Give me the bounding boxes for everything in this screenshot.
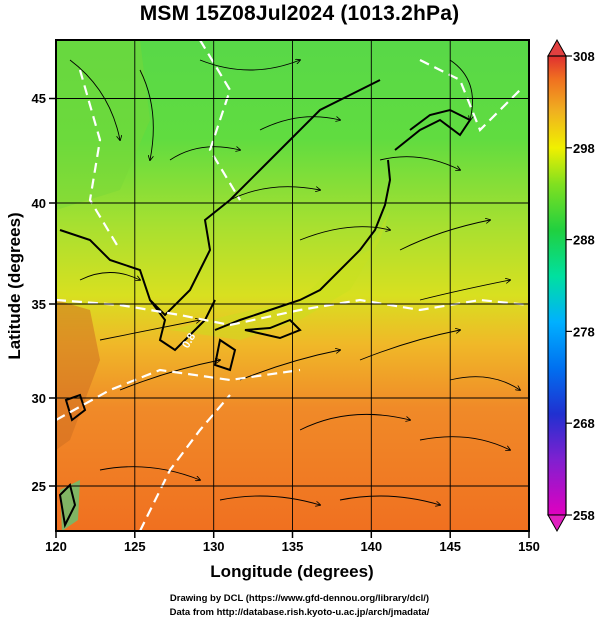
x-tick-label: 130	[203, 539, 225, 554]
y-tick-label: 35	[32, 297, 46, 312]
pressure-contours	[56, 40, 529, 531]
axis-ticks	[49, 97, 530, 538]
y-tick-label: 25	[32, 479, 46, 494]
y-tick-label: 45	[32, 91, 46, 106]
streamlines	[69, 60, 520, 505]
credit-data: Data from http://database.rish.kyoto-u.a…	[169, 607, 430, 618]
y-tick-label: 40	[32, 196, 46, 211]
credits: Drawing by DCL (https://www.gfd-dennou.o…	[0, 592, 599, 620]
coastlines	[58, 79, 472, 529]
colorbar-tick-label: 258	[573, 508, 595, 523]
x-tick-label: 140	[360, 539, 382, 554]
x-tick-label: 150	[518, 539, 540, 554]
colorbar-top-arrow	[547, 38, 567, 57]
x-tick-label: 125	[124, 539, 146, 554]
colorbar-bottom-arrow	[547, 514, 567, 533]
gridlines	[56, 40, 529, 531]
colorbar-tick-label: 298	[573, 141, 595, 156]
y-tick-label: 30	[32, 391, 46, 406]
colorbar-tick-label: 288	[573, 233, 595, 248]
map-title: MSM 15Z08Jul2024 (1013.2hPa)	[139, 2, 460, 25]
colorbar-tick-label: 278	[573, 324, 595, 339]
x-tick-label: 135	[282, 539, 304, 554]
x-tick-label: 145	[439, 539, 461, 554]
colorbar-tick-label: 268	[573, 416, 595, 431]
x-axis-title: Longitude (degrees)	[210, 562, 373, 581]
y-axis-title: Latitude (degrees)	[5, 212, 24, 359]
x-tick-label: 120	[45, 539, 67, 554]
colorbar-tick-label: 308	[573, 49, 595, 64]
colorbar: 308 298 288 278 268 258	[547, 38, 595, 533]
credit-drawing: Drawing by DCL (https://www.gfd-dennou.o…	[169, 593, 430, 604]
colorbar-scale	[547, 55, 567, 516]
